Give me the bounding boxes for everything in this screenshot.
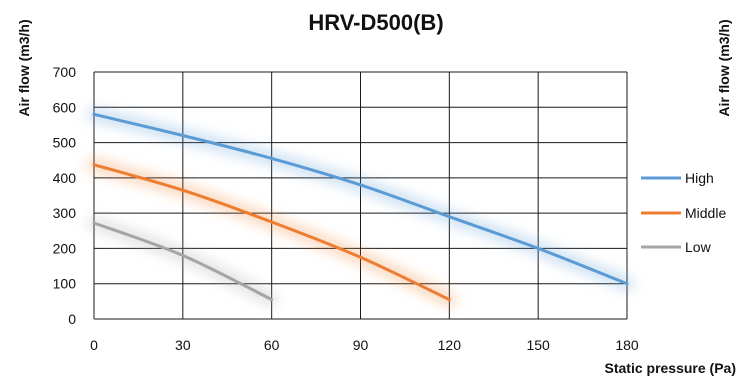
series-line-low: [92, 221, 274, 302]
x-tick-label: 60: [264, 337, 280, 353]
x-tick-label: 150: [526, 337, 550, 353]
y-tick-label: 300: [53, 205, 77, 221]
y-tick-label: 0: [68, 311, 76, 327]
x-tick-label: 30: [175, 337, 191, 353]
x-tick-label: 120: [438, 337, 462, 353]
series-lines: [92, 112, 629, 302]
y-axis-title-right: Air flow (m3/h): [716, 19, 732, 116]
y-tick-label: 100: [53, 276, 77, 292]
x-tick-label: 90: [353, 337, 369, 353]
x-axis-title: Static pressure (Pa): [605, 360, 737, 376]
y-tick-label: 500: [53, 135, 77, 151]
y-tick-label: 400: [53, 170, 77, 186]
legend-label-high: High: [685, 170, 714, 186]
legend: High Middle Low: [641, 170, 726, 255]
legend-label-middle: Middle: [685, 205, 726, 221]
tick-labels: 0 100 200 300 400 500 600 700 0 30 60 90 120 150 180: [53, 64, 639, 353]
y-tick-label: 600: [53, 99, 77, 115]
chart-title: HRV-D500(B): [308, 10, 443, 35]
x-tick-label: 0: [90, 337, 98, 353]
y-tick-label: 700: [53, 64, 77, 80]
y-tick-label: 200: [53, 240, 77, 256]
series-line-middle: [92, 163, 451, 302]
legend-label-low: Low: [685, 239, 712, 255]
x-tick-label: 180: [615, 337, 639, 353]
series-line-high: [92, 112, 629, 286]
grid: [93, 71, 628, 320]
y-axis-title: Air flow (m3/h): [16, 19, 32, 116]
